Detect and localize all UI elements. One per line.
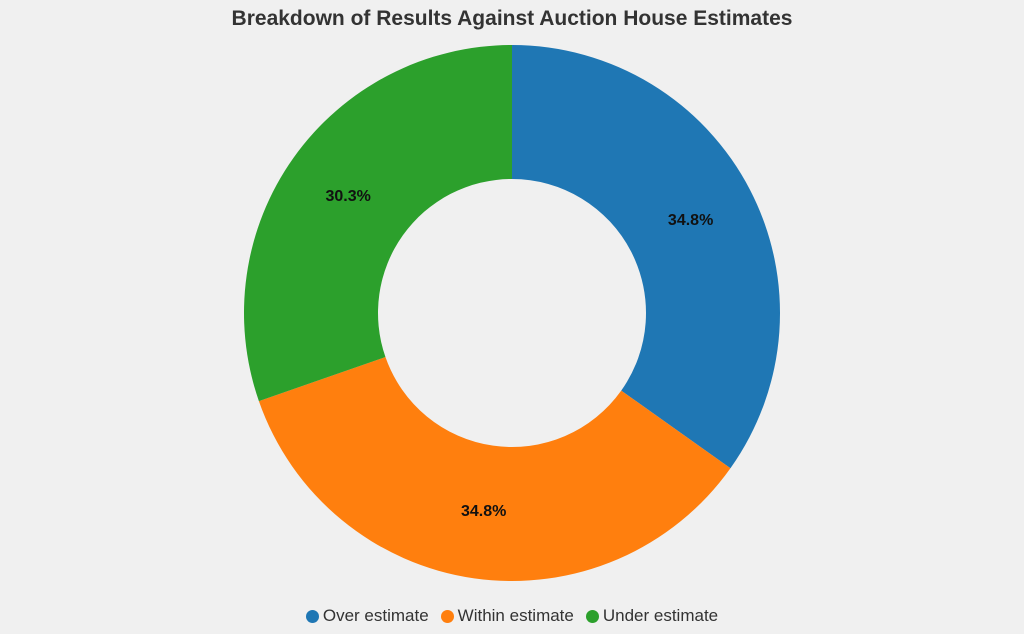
donut-slice: [258, 357, 731, 581]
value-label: 34.8%: [668, 212, 713, 229]
donut-slice: [512, 45, 780, 469]
legend-swatch: [585, 609, 599, 623]
legend-item: Over estimate: [305, 606, 429, 626]
legend-item: Under estimate: [585, 606, 719, 626]
legend-label: Within estimate: [457, 606, 574, 625]
donut-slice: [243, 45, 512, 402]
legend-swatch: [305, 609, 319, 623]
legend-item: Within estimate: [440, 606, 574, 626]
legend-label: Over estimate: [322, 606, 429, 625]
value-label: 30.3%: [325, 188, 370, 205]
legend-swatch: [440, 609, 454, 623]
value-label: 34.8%: [461, 503, 506, 520]
chart-title: Breakdown of Results Against Auction Hou…: [232, 7, 793, 30]
legend-label: Under estimate: [602, 606, 719, 625]
legend: Over estimate Within estimate Under estima…: [0, 606, 1024, 626]
